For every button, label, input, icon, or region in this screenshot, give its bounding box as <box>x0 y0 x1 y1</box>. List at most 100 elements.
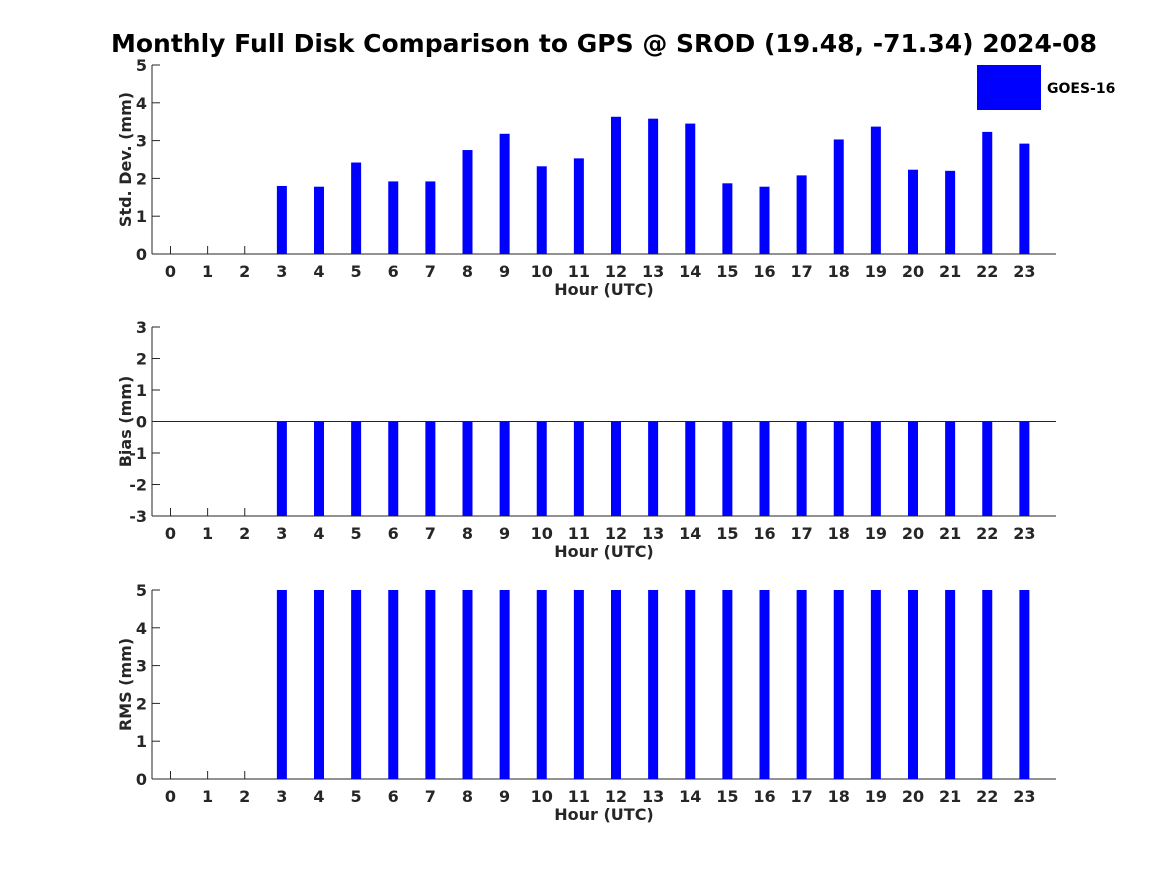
x-tick-label: 23 <box>1013 787 1035 806</box>
bar-hour-5 <box>351 421 362 516</box>
bar-hour-4 <box>314 421 324 516</box>
x-tick-label: 15 <box>716 524 738 543</box>
x-tick-label: 16 <box>753 524 775 543</box>
y-tick-label: -1 <box>129 444 147 463</box>
bar-hour-10 <box>536 421 547 516</box>
x-tick-label: 8 <box>462 787 473 806</box>
y-tick-label: 5 <box>136 56 147 75</box>
x-tick-label: 22 <box>976 262 998 281</box>
x-tick-label: 14 <box>679 787 701 806</box>
y-tick-label: -2 <box>129 476 147 495</box>
y-tick-label: 0 <box>136 413 147 432</box>
bar-hour-20 <box>908 590 918 779</box>
x-tick-label: 11 <box>568 524 590 543</box>
x-tick-label: 20 <box>902 262 924 281</box>
bar-hour-13 <box>648 421 659 516</box>
x-tick-label: 19 <box>865 524 887 543</box>
x-tick-label: 23 <box>1013 262 1035 281</box>
bar-hour-5 <box>351 590 362 779</box>
x-axis-label: Hour (UTC) <box>554 805 654 824</box>
bar-hour-14 <box>685 421 696 516</box>
x-tick-label: 17 <box>790 262 812 281</box>
bar-hour-11 <box>573 421 584 516</box>
bar-hour-17 <box>796 421 807 516</box>
x-tick-label: 22 <box>976 524 998 543</box>
bar-hour-4 <box>314 186 324 254</box>
x-axis-label: Hour (UTC) <box>554 280 654 299</box>
y-tick-label: 1 <box>136 381 147 400</box>
bar-hour-6 <box>388 590 399 779</box>
x-tick-label: 1 <box>202 262 213 281</box>
x-tick-label: 7 <box>425 262 436 281</box>
x-tick-label: 15 <box>716 787 738 806</box>
x-tick-label: 19 <box>865 787 887 806</box>
x-tick-label: 4 <box>313 262 324 281</box>
x-tick-label: 3 <box>276 787 287 806</box>
y-axis-label: Std. Dev. (mm) <box>116 92 135 227</box>
x-tick-label: 9 <box>499 787 510 806</box>
bar-hour-18 <box>833 421 844 516</box>
x-tick-label: 0 <box>165 787 176 806</box>
bar-hour-19 <box>870 421 881 516</box>
y-tick-label: 5 <box>136 581 147 600</box>
bar-hour-12 <box>611 116 621 254</box>
x-tick-label: 10 <box>531 524 553 543</box>
bar-hour-20 <box>908 421 918 516</box>
bar-hour-23 <box>1019 421 1030 516</box>
y-tick-label: 3 <box>136 657 147 676</box>
x-tick-label: 21 <box>939 262 961 281</box>
x-tick-label: 15 <box>716 262 738 281</box>
bar-hour-16 <box>759 421 770 516</box>
x-tick-label: 14 <box>679 524 701 543</box>
bar-hour-14 <box>685 590 696 779</box>
legend-label: GOES-16 <box>1047 81 1115 97</box>
bar-hour-13 <box>648 118 659 255</box>
x-tick-label: 6 <box>388 524 399 543</box>
bar-hour-9 <box>499 421 510 516</box>
y-tick-label: -3 <box>129 507 147 526</box>
x-tick-label: 21 <box>939 524 961 543</box>
x-tick-label: 22 <box>976 787 998 806</box>
x-tick-label: 10 <box>531 787 553 806</box>
y-tick-label: 1 <box>136 207 147 226</box>
bar-hour-18 <box>833 139 844 254</box>
y-tick-label: 1 <box>136 732 147 751</box>
x-tick-label: 7 <box>425 524 436 543</box>
x-tick-label: 18 <box>828 524 850 543</box>
y-tick-label: 3 <box>136 318 147 337</box>
x-tick-label: 12 <box>605 787 627 806</box>
chart-title: Monthly Full Disk Comparison to GPS @ SR… <box>111 29 1097 58</box>
x-tick-label: 16 <box>753 787 775 806</box>
bar-hour-12 <box>611 421 621 516</box>
x-tick-label: 20 <box>902 524 924 543</box>
legend: GOES-16 <box>977 65 1115 110</box>
legend-swatch <box>977 65 1041 110</box>
x-tick-label: 12 <box>605 524 627 543</box>
x-tick-label: 5 <box>351 262 362 281</box>
bar-hour-10 <box>536 166 547 254</box>
y-tick-label: 0 <box>136 245 147 264</box>
bar-hour-18 <box>833 590 844 779</box>
bar-hour-14 <box>685 123 696 254</box>
x-tick-label: 8 <box>462 524 473 543</box>
x-tick-label: 0 <box>165 524 176 543</box>
bar-hour-8 <box>462 590 473 779</box>
x-tick-label: 3 <box>276 262 287 281</box>
y-tick-label: 2 <box>136 694 147 713</box>
x-tick-label: 23 <box>1013 524 1035 543</box>
x-tick-label: 19 <box>865 262 887 281</box>
x-tick-label: 2 <box>239 262 250 281</box>
y-tick-label: 4 <box>136 94 147 113</box>
bar-hour-6 <box>388 421 399 516</box>
x-tick-label: 8 <box>462 262 473 281</box>
bar-hour-19 <box>870 590 881 779</box>
x-tick-label: 0 <box>165 262 176 281</box>
bar-hour-4 <box>314 590 324 779</box>
bar-hour-5 <box>351 162 362 254</box>
bar-hour-9 <box>499 590 510 779</box>
bar-hour-21 <box>945 590 956 779</box>
x-tick-label: 13 <box>642 787 664 806</box>
bar-hour-17 <box>796 175 807 254</box>
bar-hour-7 <box>425 181 436 254</box>
bar-hour-8 <box>462 421 473 516</box>
